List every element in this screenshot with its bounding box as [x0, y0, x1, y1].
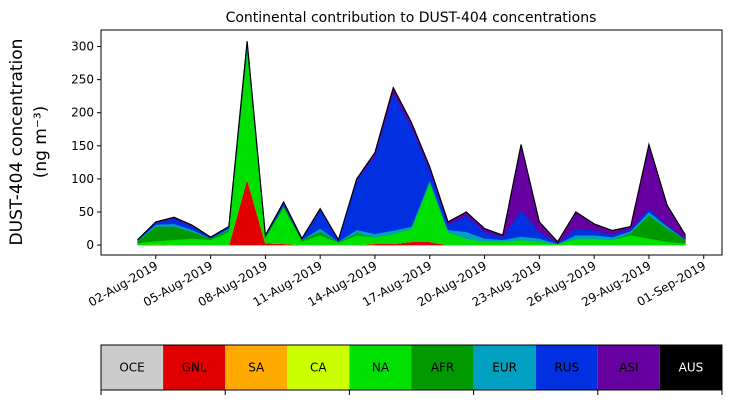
- legend-swatch: [163, 345, 226, 390]
- legend-label: OCE: [119, 361, 144, 375]
- legend-swatch: [287, 345, 350, 390]
- legend-frame: [100, 344, 723, 391]
- legend-swatch: [349, 345, 412, 390]
- y-tick-label: 150: [71, 139, 94, 153]
- legend-label: RUS: [554, 361, 579, 375]
- legend-label: SA: [248, 361, 265, 375]
- y-tick-label: 100: [71, 172, 94, 186]
- legend-label: EUR: [492, 361, 517, 375]
- legend-label: CA: [310, 361, 327, 375]
- legend-swatch: [411, 345, 474, 390]
- legend-swatch: [535, 345, 598, 390]
- legend-swatch: [473, 345, 536, 390]
- legend-swatch: [659, 345, 722, 390]
- chart-title: Continental contribution to DUST-404 con…: [226, 10, 597, 26]
- y-tick-label: 0: [86, 238, 94, 252]
- area-outline: [137, 41, 686, 243]
- legend-label: AUS: [679, 361, 704, 375]
- y-axis-label: (ng m⁻³): [31, 106, 51, 179]
- legend-label: NA: [372, 361, 390, 375]
- y-tick-label: 50: [79, 205, 94, 219]
- legend-swatch: [225, 345, 288, 390]
- legend-swatch: [597, 345, 660, 390]
- y-axis-label: DUST-404 concentration: [7, 39, 27, 246]
- y-tick-label: 200: [71, 106, 94, 120]
- plot-frame: [100, 29, 723, 256]
- legend-label: GNL: [182, 361, 207, 375]
- legend-label: ASI: [619, 361, 638, 375]
- y-tick-label: 250: [71, 73, 94, 87]
- area: [137, 41, 686, 245]
- y-tick-label: 300: [71, 40, 94, 54]
- legend-label: AFR: [431, 361, 454, 375]
- legend-swatch: [101, 345, 164, 390]
